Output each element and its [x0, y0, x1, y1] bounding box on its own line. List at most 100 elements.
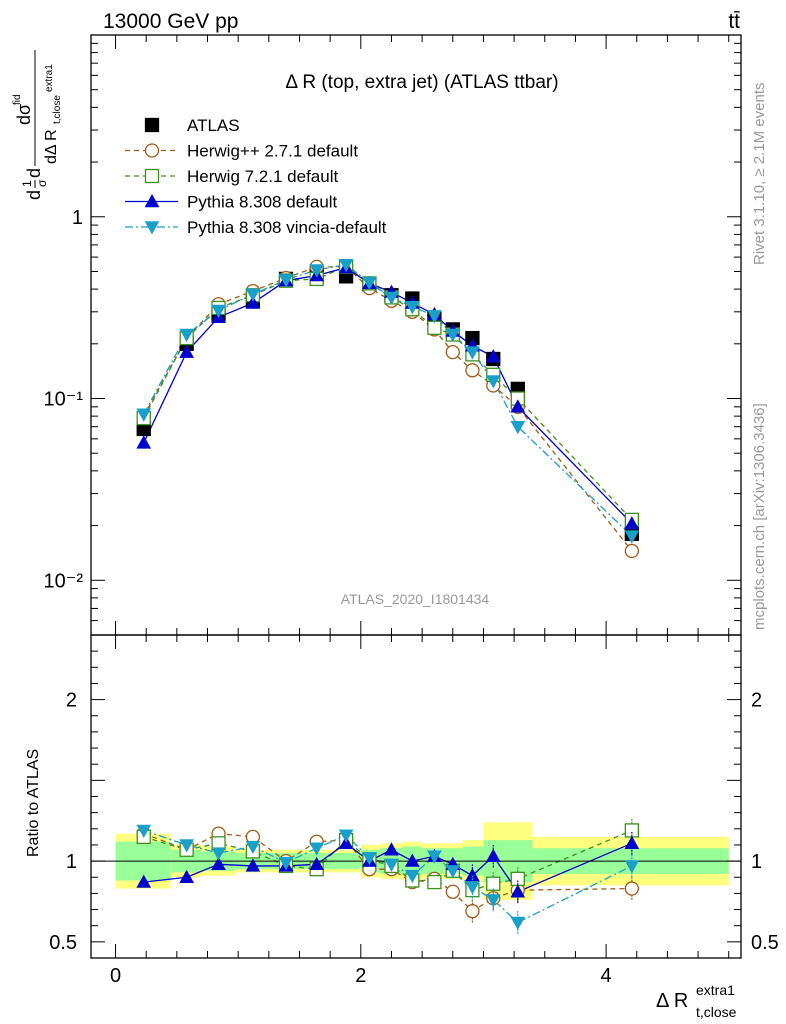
main-series-points: [136, 258, 640, 559]
ratio-point: [136, 874, 152, 888]
ratio-point: [136, 824, 152, 838]
data-point: [624, 516, 640, 530]
svg-text:t,close: t,close: [52, 95, 63, 124]
ratio-point: [179, 869, 195, 883]
legend-marker: [144, 143, 160, 158]
ratio-line-2: [143, 842, 633, 893]
legend-label: Herwig 7.2.1 default: [187, 167, 338, 186]
ratio-panel-frame: 0.5 0.5 1 1 2 2 0 2 4: [49, 634, 779, 987]
svg-text:d: d: [24, 190, 44, 200]
svg-text:dΔ R: dΔ R: [43, 129, 60, 164]
svg-text:d: d: [24, 168, 44, 178]
series-line-3: [143, 266, 633, 525]
ratio-point: [465, 868, 480, 882]
ratio-line-1: [143, 829, 633, 891]
ratio-point: [510, 916, 526, 930]
svg-text:t,close: t,close: [696, 1004, 737, 1020]
data-point: [384, 291, 399, 305]
ratio-point: [445, 884, 460, 899]
main-y-axis-label: d 1 σ d dσ fid dΔ R t,close extra1: [12, 50, 63, 200]
ratio-point: [309, 842, 325, 856]
ratio-point: [384, 858, 399, 872]
legend: ATLAS Herwig++ 2.7.1 default Herwig 7.2.1 …: [125, 116, 387, 237]
data-point: [624, 543, 639, 559]
svg-text:1: 1: [20, 180, 34, 187]
ratio-point: [278, 857, 294, 871]
data-point: [404, 301, 420, 315]
x-tick-label: 2: [355, 965, 366, 987]
ratio-line-0: [143, 832, 632, 912]
data-point: [136, 435, 152, 449]
legend-label: Pythia 8.308 default: [187, 193, 338, 212]
ratio-point: [404, 853, 420, 867]
ratio-point: [427, 874, 442, 890]
mcplots-label: mcplots.cern.ch [arXiv:1306.3436]: [751, 403, 768, 630]
ratio-point: [211, 856, 226, 871]
legend-marker: [144, 168, 160, 184]
ratio-point: [362, 852, 377, 866]
ratio-point: [309, 856, 325, 871]
x-axis-label: Δ R extra1 t,close: [656, 982, 737, 1020]
ratio-point: [245, 840, 261, 855]
data-point: [362, 276, 377, 290]
svg-text:extra1: extra1: [44, 64, 55, 92]
ratio-y-tick-label-right: 0.5: [751, 932, 779, 954]
series-line-1: [143, 266, 633, 552]
data-point: [485, 375, 501, 389]
main-series-lines: [143, 263, 633, 552]
data-point: [465, 346, 480, 360]
ratio-point: [624, 835, 640, 850]
data-point: [245, 295, 261, 309]
ratio-point: [624, 881, 639, 896]
data-point: [427, 310, 442, 324]
y-tick-label: 10⁻¹: [44, 389, 84, 411]
ratio-y-tick-label: 1: [66, 851, 77, 873]
legend-marker: [144, 221, 160, 235]
data-point: [510, 399, 526, 413]
y-tick-label: 1: [72, 207, 83, 229]
data-point: [136, 408, 152, 422]
ratio-point: [485, 894, 501, 908]
data-point: [179, 328, 195, 343]
data-point: [309, 264, 325, 278]
ratio-y-tick-label: 2: [66, 690, 77, 712]
ratio-point: [510, 884, 526, 898]
svg-text:dσ: dσ: [14, 104, 34, 125]
data-point: [510, 420, 526, 435]
ratio-point: [384, 842, 399, 856]
data-point: [445, 344, 460, 360]
y-tick-label: 10⁻²: [44, 570, 84, 592]
ratio-point: [465, 881, 480, 895]
ratio-point: [465, 904, 480, 919]
ratio-point: [486, 876, 501, 891]
data-point: [624, 530, 640, 544]
data-point: [465, 363, 480, 378]
svg-text:fid: fid: [12, 94, 23, 105]
legend-label: Pythia 8.308 vincia-default: [187, 218, 387, 237]
ratio-point: [179, 839, 195, 853]
ratio-y-tick-label: 0.5: [49, 932, 77, 954]
ratio-point: [404, 869, 420, 884]
ratio-point: [338, 829, 354, 843]
legend-marker: [144, 117, 160, 133]
x-tick-label: 0: [110, 965, 121, 987]
ratio-point: [427, 850, 442, 864]
series-line-4: [143, 263, 633, 537]
ratio-y-tick-label-right: 2: [751, 690, 762, 712]
ratio-y-tick-label-right: 1: [751, 851, 762, 873]
rivet-label: Rivet 3.1.10, ≥ 2.1M events: [751, 83, 768, 266]
process-label: tt̄: [728, 10, 740, 33]
data-point: [245, 288, 261, 302]
ratio-point: [445, 865, 461, 879]
ratio-point: [624, 860, 640, 874]
energy-label: 13000 GeV pp: [103, 10, 238, 33]
svg-text:extra1: extra1: [696, 982, 735, 998]
data-point: [338, 258, 354, 273]
ratio-point: [211, 847, 226, 861]
legend-label: ATLAS: [187, 116, 240, 135]
watermark: ATLAS_2020_I1801434: [341, 591, 490, 607]
legend-label: Herwig++ 2.7.1 default: [187, 142, 358, 161]
data-point: [179, 344, 195, 358]
legend-marker: [144, 193, 160, 208]
